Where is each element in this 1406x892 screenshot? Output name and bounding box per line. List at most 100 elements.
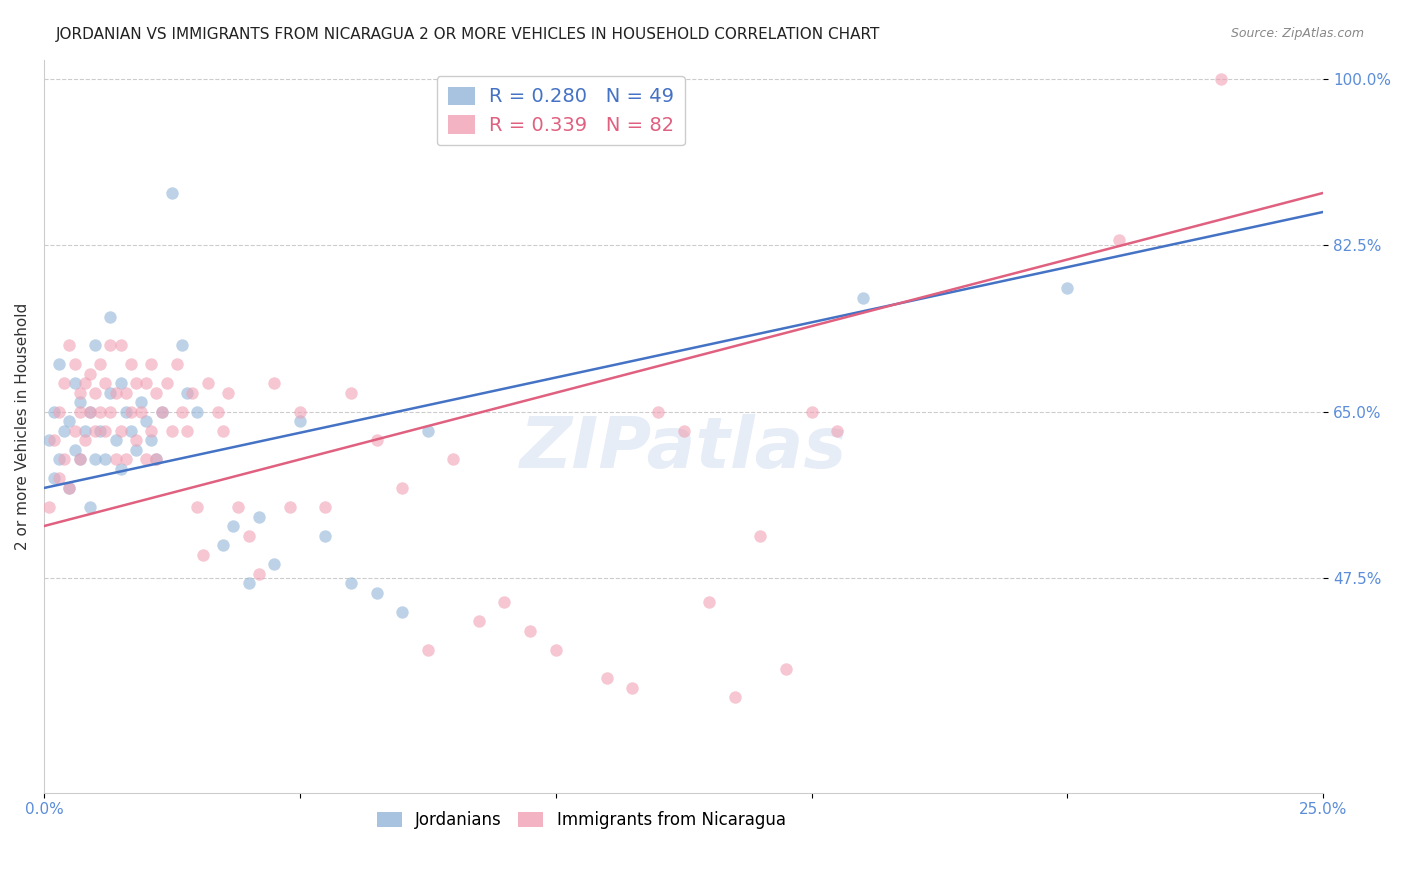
- Point: [94, 376, 117, 391]
- Point: [69, 452, 91, 467]
- Point: [48, 452, 70, 467]
- Point: [1108, 234, 1130, 248]
- Point: [135, 452, 157, 467]
- Point: [672, 424, 695, 438]
- Point: [89, 424, 111, 438]
- Point: [129, 405, 152, 419]
- Point: [110, 338, 132, 352]
- Point: [212, 424, 235, 438]
- Text: JORDANIAN VS IMMIGRANTS FROM NICARAGUA 2 OR MORE VEHICLES IN HOUSEHOLD CORRELATI: JORDANIAN VS IMMIGRANTS FROM NICARAGUA 2…: [56, 27, 880, 42]
- Point: [825, 424, 848, 438]
- Point: [145, 385, 167, 400]
- Point: [84, 424, 107, 438]
- Point: [48, 471, 70, 485]
- Point: [228, 500, 250, 514]
- Point: [544, 643, 567, 657]
- Point: [238, 528, 260, 542]
- Point: [53, 424, 76, 438]
- Point: [596, 672, 619, 686]
- Point: [114, 405, 136, 419]
- Point: [181, 385, 204, 400]
- Point: [800, 405, 823, 419]
- Point: [125, 434, 148, 448]
- Point: [775, 662, 797, 676]
- Text: Source: ZipAtlas.com: Source: ZipAtlas.com: [1230, 27, 1364, 40]
- Point: [647, 405, 669, 419]
- Point: [197, 376, 219, 391]
- Point: [114, 385, 136, 400]
- Point: [247, 566, 270, 581]
- Point: [145, 452, 167, 467]
- Point: [288, 414, 311, 428]
- Legend: Jordanians, Immigrants from Nicaragua: Jordanians, Immigrants from Nicaragua: [370, 805, 793, 836]
- Point: [125, 442, 148, 457]
- Point: [94, 452, 117, 467]
- Point: [125, 376, 148, 391]
- Point: [53, 452, 76, 467]
- Text: ZIPatlas: ZIPatlas: [520, 414, 848, 483]
- Point: [110, 376, 132, 391]
- Point: [84, 338, 107, 352]
- Point: [58, 481, 80, 495]
- Point: [160, 186, 183, 200]
- Point: [38, 500, 60, 514]
- Point: [104, 434, 127, 448]
- Point: [48, 405, 70, 419]
- Point: [73, 434, 96, 448]
- Point: [120, 405, 142, 419]
- Point: [63, 376, 86, 391]
- Point: [63, 357, 86, 371]
- Point: [391, 605, 413, 619]
- Point: [1056, 281, 1078, 295]
- Point: [84, 452, 107, 467]
- Point: [58, 481, 80, 495]
- Point: [519, 624, 541, 638]
- Point: [150, 405, 173, 419]
- Point: [416, 424, 439, 438]
- Point: [135, 376, 157, 391]
- Y-axis label: 2 or more Vehicles in Household: 2 or more Vehicles in Household: [15, 302, 30, 549]
- Point: [391, 481, 413, 495]
- Point: [141, 434, 163, 448]
- Point: [42, 405, 65, 419]
- Point: [724, 690, 747, 705]
- Point: [314, 500, 336, 514]
- Point: [89, 357, 111, 371]
- Point: [53, 376, 76, 391]
- Point: [120, 357, 142, 371]
- Point: [217, 385, 239, 400]
- Point: [69, 452, 91, 467]
- Point: [63, 442, 86, 457]
- Point: [156, 376, 179, 391]
- Point: [110, 424, 132, 438]
- Point: [340, 385, 363, 400]
- Point: [73, 376, 96, 391]
- Point: [100, 310, 122, 324]
- Point: [73, 424, 96, 438]
- Point: [263, 557, 285, 571]
- Point: [749, 528, 772, 542]
- Point: [58, 338, 80, 352]
- Point: [212, 538, 235, 552]
- Point: [207, 405, 229, 419]
- Point: [120, 424, 142, 438]
- Point: [63, 424, 86, 438]
- Point: [114, 452, 136, 467]
- Point: [186, 500, 208, 514]
- Point: [42, 434, 65, 448]
- Point: [129, 395, 152, 409]
- Point: [441, 452, 464, 467]
- Point: [150, 405, 173, 419]
- Point: [104, 452, 127, 467]
- Point: [170, 405, 193, 419]
- Point: [89, 405, 111, 419]
- Point: [38, 434, 60, 448]
- Point: [135, 414, 157, 428]
- Point: [69, 405, 91, 419]
- Point: [621, 681, 644, 695]
- Point: [176, 385, 198, 400]
- Point: [288, 405, 311, 419]
- Point: [69, 385, 91, 400]
- Point: [48, 357, 70, 371]
- Point: [238, 576, 260, 591]
